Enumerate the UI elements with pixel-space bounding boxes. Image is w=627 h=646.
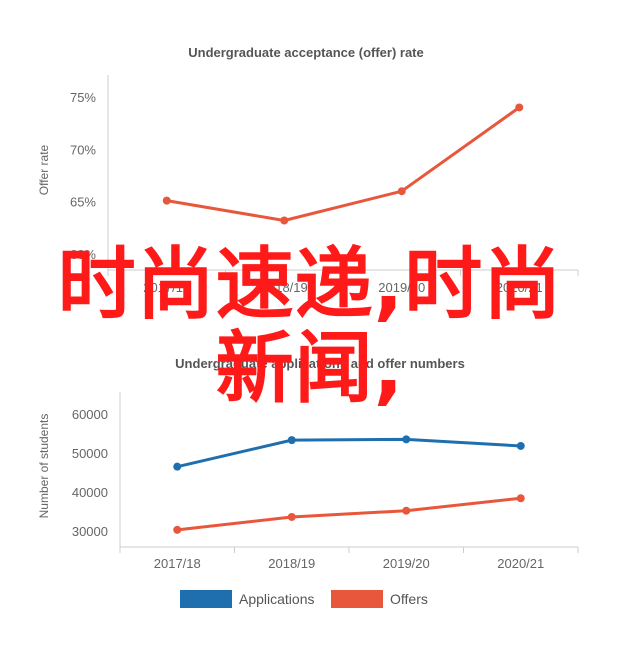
legend-swatch-applications <box>180 590 232 608</box>
legend-label-offers: Offers <box>390 591 428 607</box>
chart-2-xtick-label: 2019/20 <box>383 556 430 571</box>
legend-item-applications[interactable]: Applications <box>180 590 315 608</box>
chart-1-ytick-label: 65% <box>70 195 96 210</box>
chart-1-ytick-label: 70% <box>70 142 96 157</box>
chart-1-series-1-point[interactable] <box>515 103 524 112</box>
chart-1-xtick-label: 2020/21 <box>496 280 543 295</box>
chart-1-ytick-label: 75% <box>70 90 96 105</box>
chart-2-series-2-point[interactable] <box>402 506 411 515</box>
chart-1: Undergraduate acceptance (offer) rate Of… <box>37 45 579 295</box>
chart-2-ytick-label: 50000 <box>72 446 108 461</box>
chart-2-series-2-point[interactable] <box>173 525 182 534</box>
chart-2-ytick-label: 40000 <box>72 485 108 500</box>
chart-2-ytick-label: 60000 <box>72 407 108 422</box>
chart-2-ylabel: Number of students <box>37 414 51 519</box>
chart-2-series-1-point[interactable] <box>402 435 411 444</box>
chart-1-xtick-label: 2018/19 <box>261 280 308 295</box>
chart-1-title: Undergraduate acceptance (offer) rate <box>188 45 424 60</box>
chart-1-xtick-label: 2019/20 <box>378 280 425 295</box>
legend-label-applications: Applications <box>239 591 315 607</box>
chart-2-xtick-label: 2018/19 <box>268 556 315 571</box>
chart-2-title: Undergraduate applications and offer num… <box>175 356 465 371</box>
chart-2: Undergraduate applications and offer num… <box>37 356 579 571</box>
chart-1-xtick-label: 2017/18 <box>143 280 190 295</box>
chart-2-series-1-point[interactable] <box>287 436 296 445</box>
chart-2-series-2-point[interactable] <box>287 512 296 521</box>
chart-2-legend: Applications Offers <box>0 590 627 610</box>
chart-2-series-2-line <box>175 496 523 532</box>
legend-swatch-offers <box>331 590 383 608</box>
chart-1-series-1-point[interactable] <box>397 187 406 196</box>
chart-1-series-1-point[interactable] <box>162 196 171 205</box>
chart-1-ylabel: Offer rate <box>37 144 51 195</box>
watermark-overlay-text: 时尚速递,时尚新闻, <box>57 240 563 414</box>
chart-2-series-1-point[interactable] <box>516 441 525 450</box>
chart-2-xtick-label: 2017/18 <box>154 556 201 571</box>
chart-1-series-1-line <box>165 105 521 223</box>
legend-item-offers[interactable]: Offers <box>331 590 428 608</box>
chart-2-series-1-line <box>175 437 523 469</box>
chart-1-ytick-label: 60% <box>70 247 96 262</box>
chart-2-series-2-point[interactable] <box>516 494 525 503</box>
chart-2-xtick-label: 2020/21 <box>497 556 544 571</box>
chart-1-series-1-point[interactable] <box>280 216 289 225</box>
chart-2-ytick-label: 30000 <box>72 524 108 539</box>
chart-2-series-1-point[interactable] <box>173 462 182 471</box>
